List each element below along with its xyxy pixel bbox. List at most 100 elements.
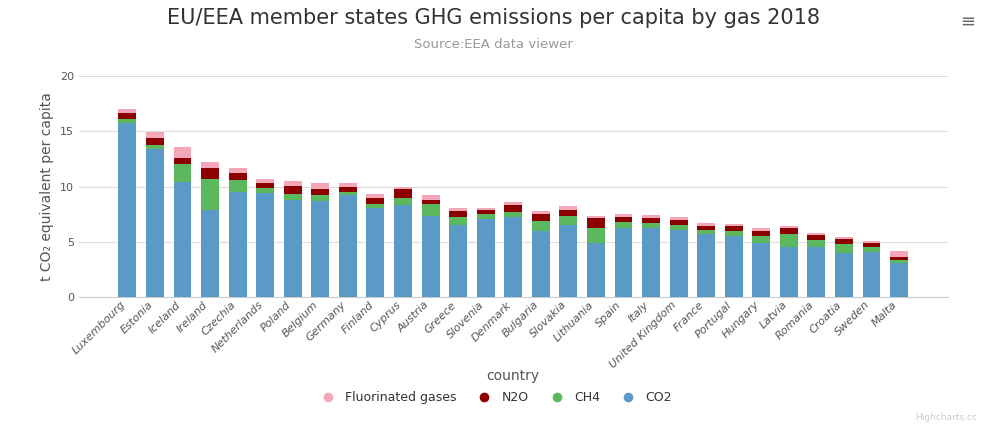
Bar — [118, 123, 136, 297]
Bar — [531, 221, 549, 231]
Bar — [779, 234, 797, 247]
Bar — [338, 195, 357, 297]
Bar — [531, 211, 549, 214]
Bar — [559, 206, 577, 210]
Bar — [118, 113, 136, 119]
Bar — [174, 164, 191, 182]
Bar — [201, 162, 219, 168]
Bar — [311, 195, 329, 201]
Bar — [393, 189, 411, 198]
Bar — [642, 223, 660, 229]
Bar — [862, 243, 880, 247]
Bar — [642, 215, 660, 218]
Bar — [531, 231, 549, 297]
Bar — [311, 189, 329, 195]
Bar — [284, 181, 302, 186]
Bar — [724, 236, 741, 297]
Bar — [201, 210, 219, 297]
Bar — [669, 230, 687, 297]
Bar — [862, 247, 880, 251]
Bar — [256, 188, 274, 193]
Bar — [421, 204, 439, 216]
Bar — [146, 137, 164, 145]
Bar — [779, 226, 797, 228]
Bar — [779, 247, 797, 297]
Text: country: country — [486, 369, 539, 383]
Text: Highcharts.cc: Highcharts.cc — [914, 413, 976, 422]
Text: EU/EEA member states GHG emissions per capita by gas 2018: EU/EEA member states GHG emissions per c… — [167, 8, 819, 28]
Bar — [587, 243, 604, 297]
Bar — [174, 158, 191, 164]
Bar — [311, 183, 329, 189]
Bar — [284, 186, 302, 194]
Bar — [751, 231, 769, 236]
Bar — [614, 228, 632, 297]
Bar — [724, 224, 741, 226]
Bar — [587, 229, 604, 243]
Bar — [889, 262, 907, 297]
Bar — [807, 235, 824, 240]
Bar — [366, 204, 384, 207]
Bar — [807, 240, 824, 247]
Bar — [614, 222, 632, 228]
Bar — [724, 231, 741, 236]
Bar — [449, 211, 466, 217]
Bar — [504, 212, 522, 218]
Text: ≡: ≡ — [959, 13, 974, 31]
Bar — [807, 233, 824, 235]
Bar — [559, 225, 577, 297]
Bar — [476, 207, 494, 210]
Bar — [284, 194, 302, 201]
Bar — [449, 207, 466, 211]
Bar — [393, 205, 411, 297]
Bar — [862, 251, 880, 297]
Bar — [669, 225, 687, 230]
Bar — [174, 182, 191, 297]
Bar — [614, 214, 632, 217]
Bar — [366, 194, 384, 198]
Bar — [751, 243, 769, 297]
Bar — [476, 210, 494, 214]
Bar — [669, 220, 687, 225]
Bar — [724, 226, 741, 231]
Bar — [118, 119, 136, 123]
Bar — [201, 179, 219, 210]
Bar — [531, 214, 549, 221]
Bar — [146, 145, 164, 149]
Bar — [421, 200, 439, 204]
Bar — [229, 168, 246, 173]
Bar — [587, 218, 604, 229]
Bar — [642, 229, 660, 297]
Bar — [834, 239, 852, 244]
Bar — [118, 109, 136, 113]
Bar — [421, 216, 439, 297]
Bar — [834, 244, 852, 253]
Bar — [449, 217, 466, 225]
Bar — [696, 226, 715, 230]
Bar — [559, 216, 577, 225]
Bar — [862, 240, 880, 243]
Bar — [779, 228, 797, 234]
Bar — [449, 225, 466, 297]
Bar — [642, 218, 660, 223]
Bar — [696, 230, 715, 234]
Bar — [504, 205, 522, 212]
Bar — [504, 218, 522, 297]
Bar — [614, 217, 632, 222]
Bar — [476, 214, 494, 219]
Bar — [284, 201, 302, 297]
Bar — [366, 207, 384, 297]
Bar — [229, 173, 246, 181]
Bar — [807, 247, 824, 297]
Bar — [229, 192, 246, 297]
Bar — [393, 198, 411, 205]
Bar — [696, 234, 715, 297]
Bar — [174, 147, 191, 158]
Bar — [256, 179, 274, 183]
Bar — [889, 260, 907, 262]
Bar — [393, 187, 411, 189]
Bar — [696, 223, 715, 226]
Bar — [889, 257, 907, 260]
Bar — [146, 149, 164, 297]
Bar — [256, 183, 274, 188]
